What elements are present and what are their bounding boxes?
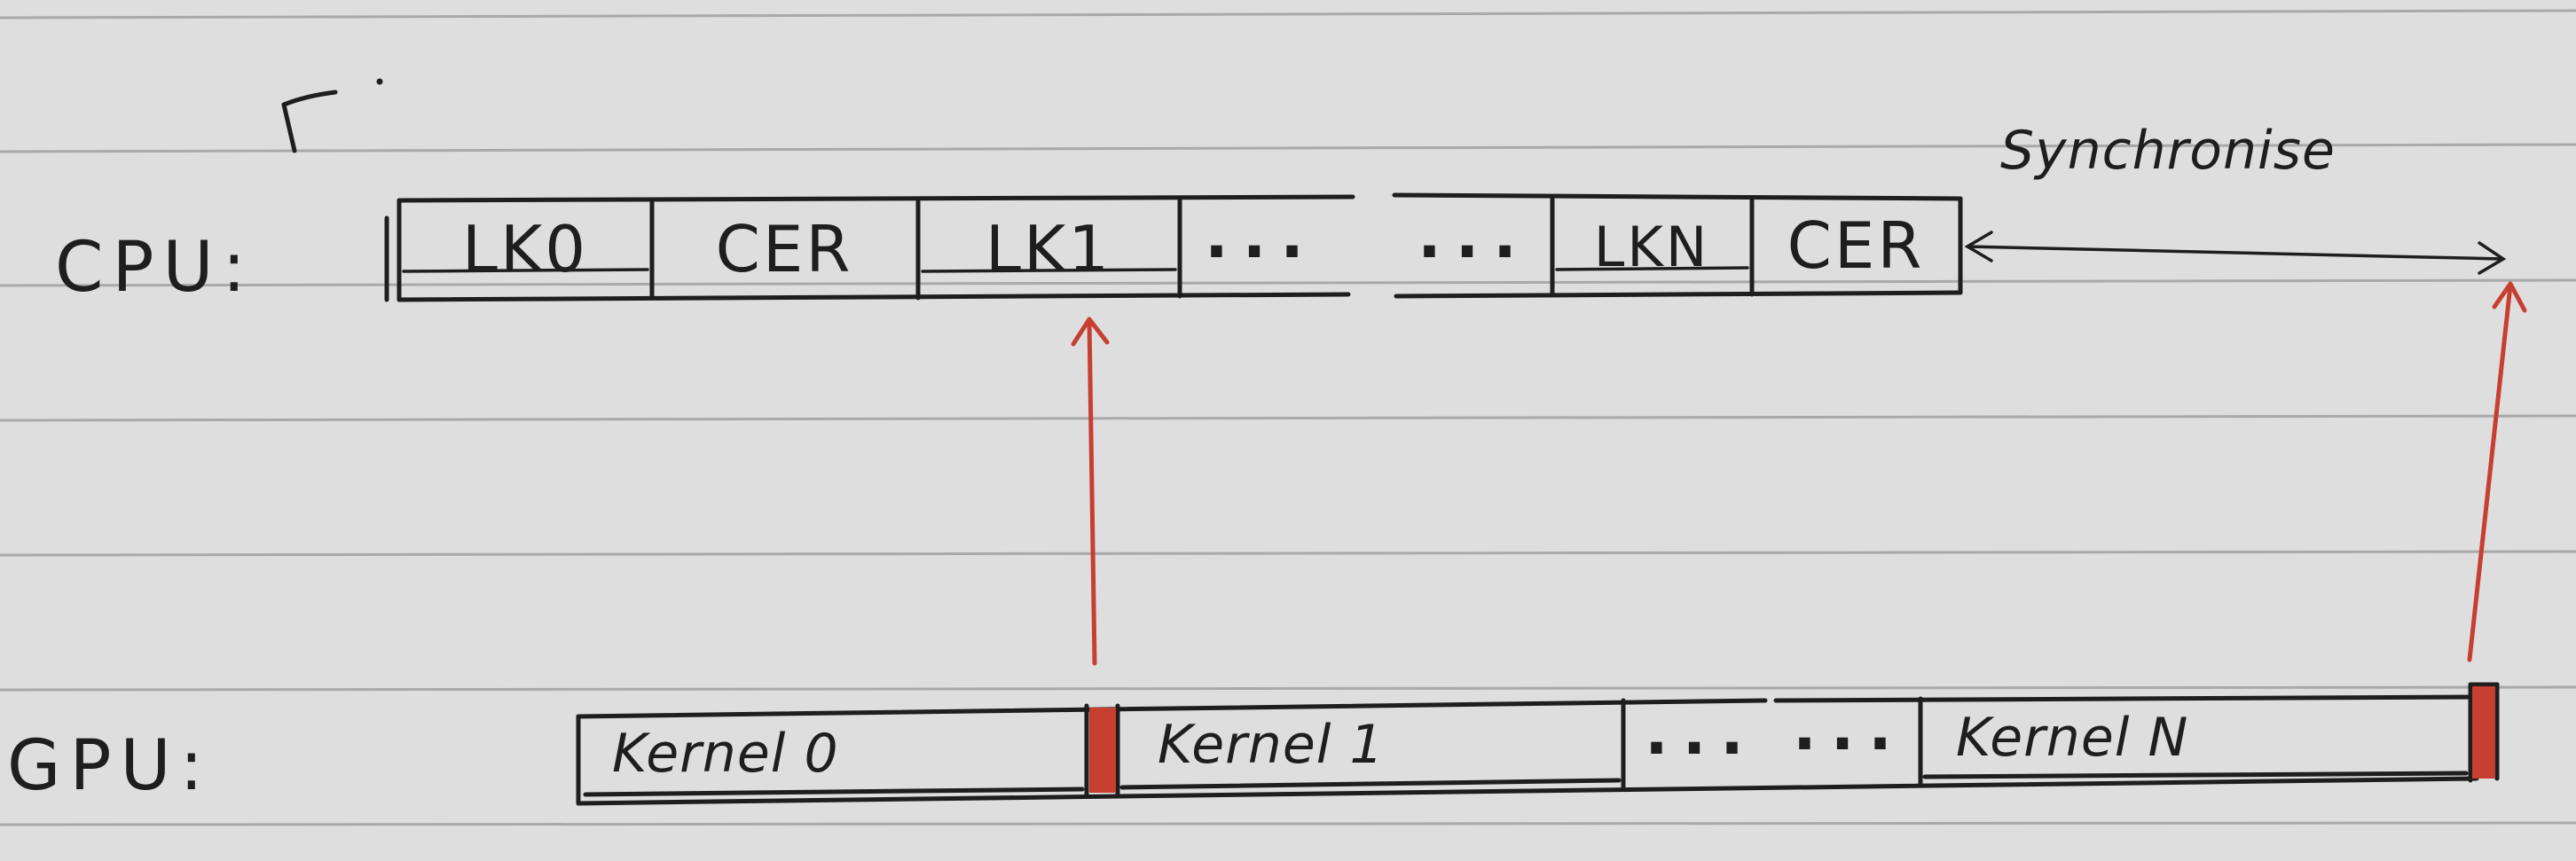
cpu-block-ellipsis-1: ...	[1205, 200, 1318, 272]
gpu-block-kernel-n: Kernel N	[1956, 707, 2188, 769]
red-arrow-kernel1-to-lk1	[1071, 317, 1110, 666]
gpu-block-labels: Kernel 0 Kernel 1 ... ... Kernel N	[612, 692, 2188, 785]
cpu-block-cer-1: CER	[716, 212, 853, 286]
gpu-block-ellipsis-1: ...	[1645, 696, 1758, 769]
cpu-block-ellipsis-2: ...	[1418, 200, 1531, 272]
gpu-sync-marker-1	[1089, 708, 1116, 793]
cpu-block-lk1: LK1	[986, 212, 1111, 286]
red-arrow-kernelN-to-sync	[2467, 281, 2527, 662]
cpu-timeline	[384, 192, 1963, 302]
stray-pen-mark	[281, 78, 383, 153]
gpu-block-ellipsis-2: ...	[1793, 692, 1906, 764]
cpu-row-label: CPU:	[55, 228, 255, 308]
ruled-lines	[0, 9, 2576, 826]
gpu-block-kernel-1: Kernel 1	[1158, 714, 1385, 776]
cpu-block-labels: LK0 CER LK1 ... ... LKN CER	[462, 200, 1925, 286]
gpu-block-kernel-0: Kernel 0	[612, 723, 839, 785]
synchronise-arrow	[1964, 231, 2507, 275]
gpu-row-label: GPU:	[7, 726, 212, 806]
cpu-block-lkn: LKN	[1594, 215, 1710, 279]
cpu-block-lk0: LK0	[462, 212, 588, 286]
gpu-timeline	[576, 682, 2500, 806]
gpu-sync-marker-2	[2472, 686, 2495, 779]
synchronise-label: Synchronise	[2000, 120, 2336, 182]
cpu-block-cer-2: CER	[1787, 208, 1925, 283]
